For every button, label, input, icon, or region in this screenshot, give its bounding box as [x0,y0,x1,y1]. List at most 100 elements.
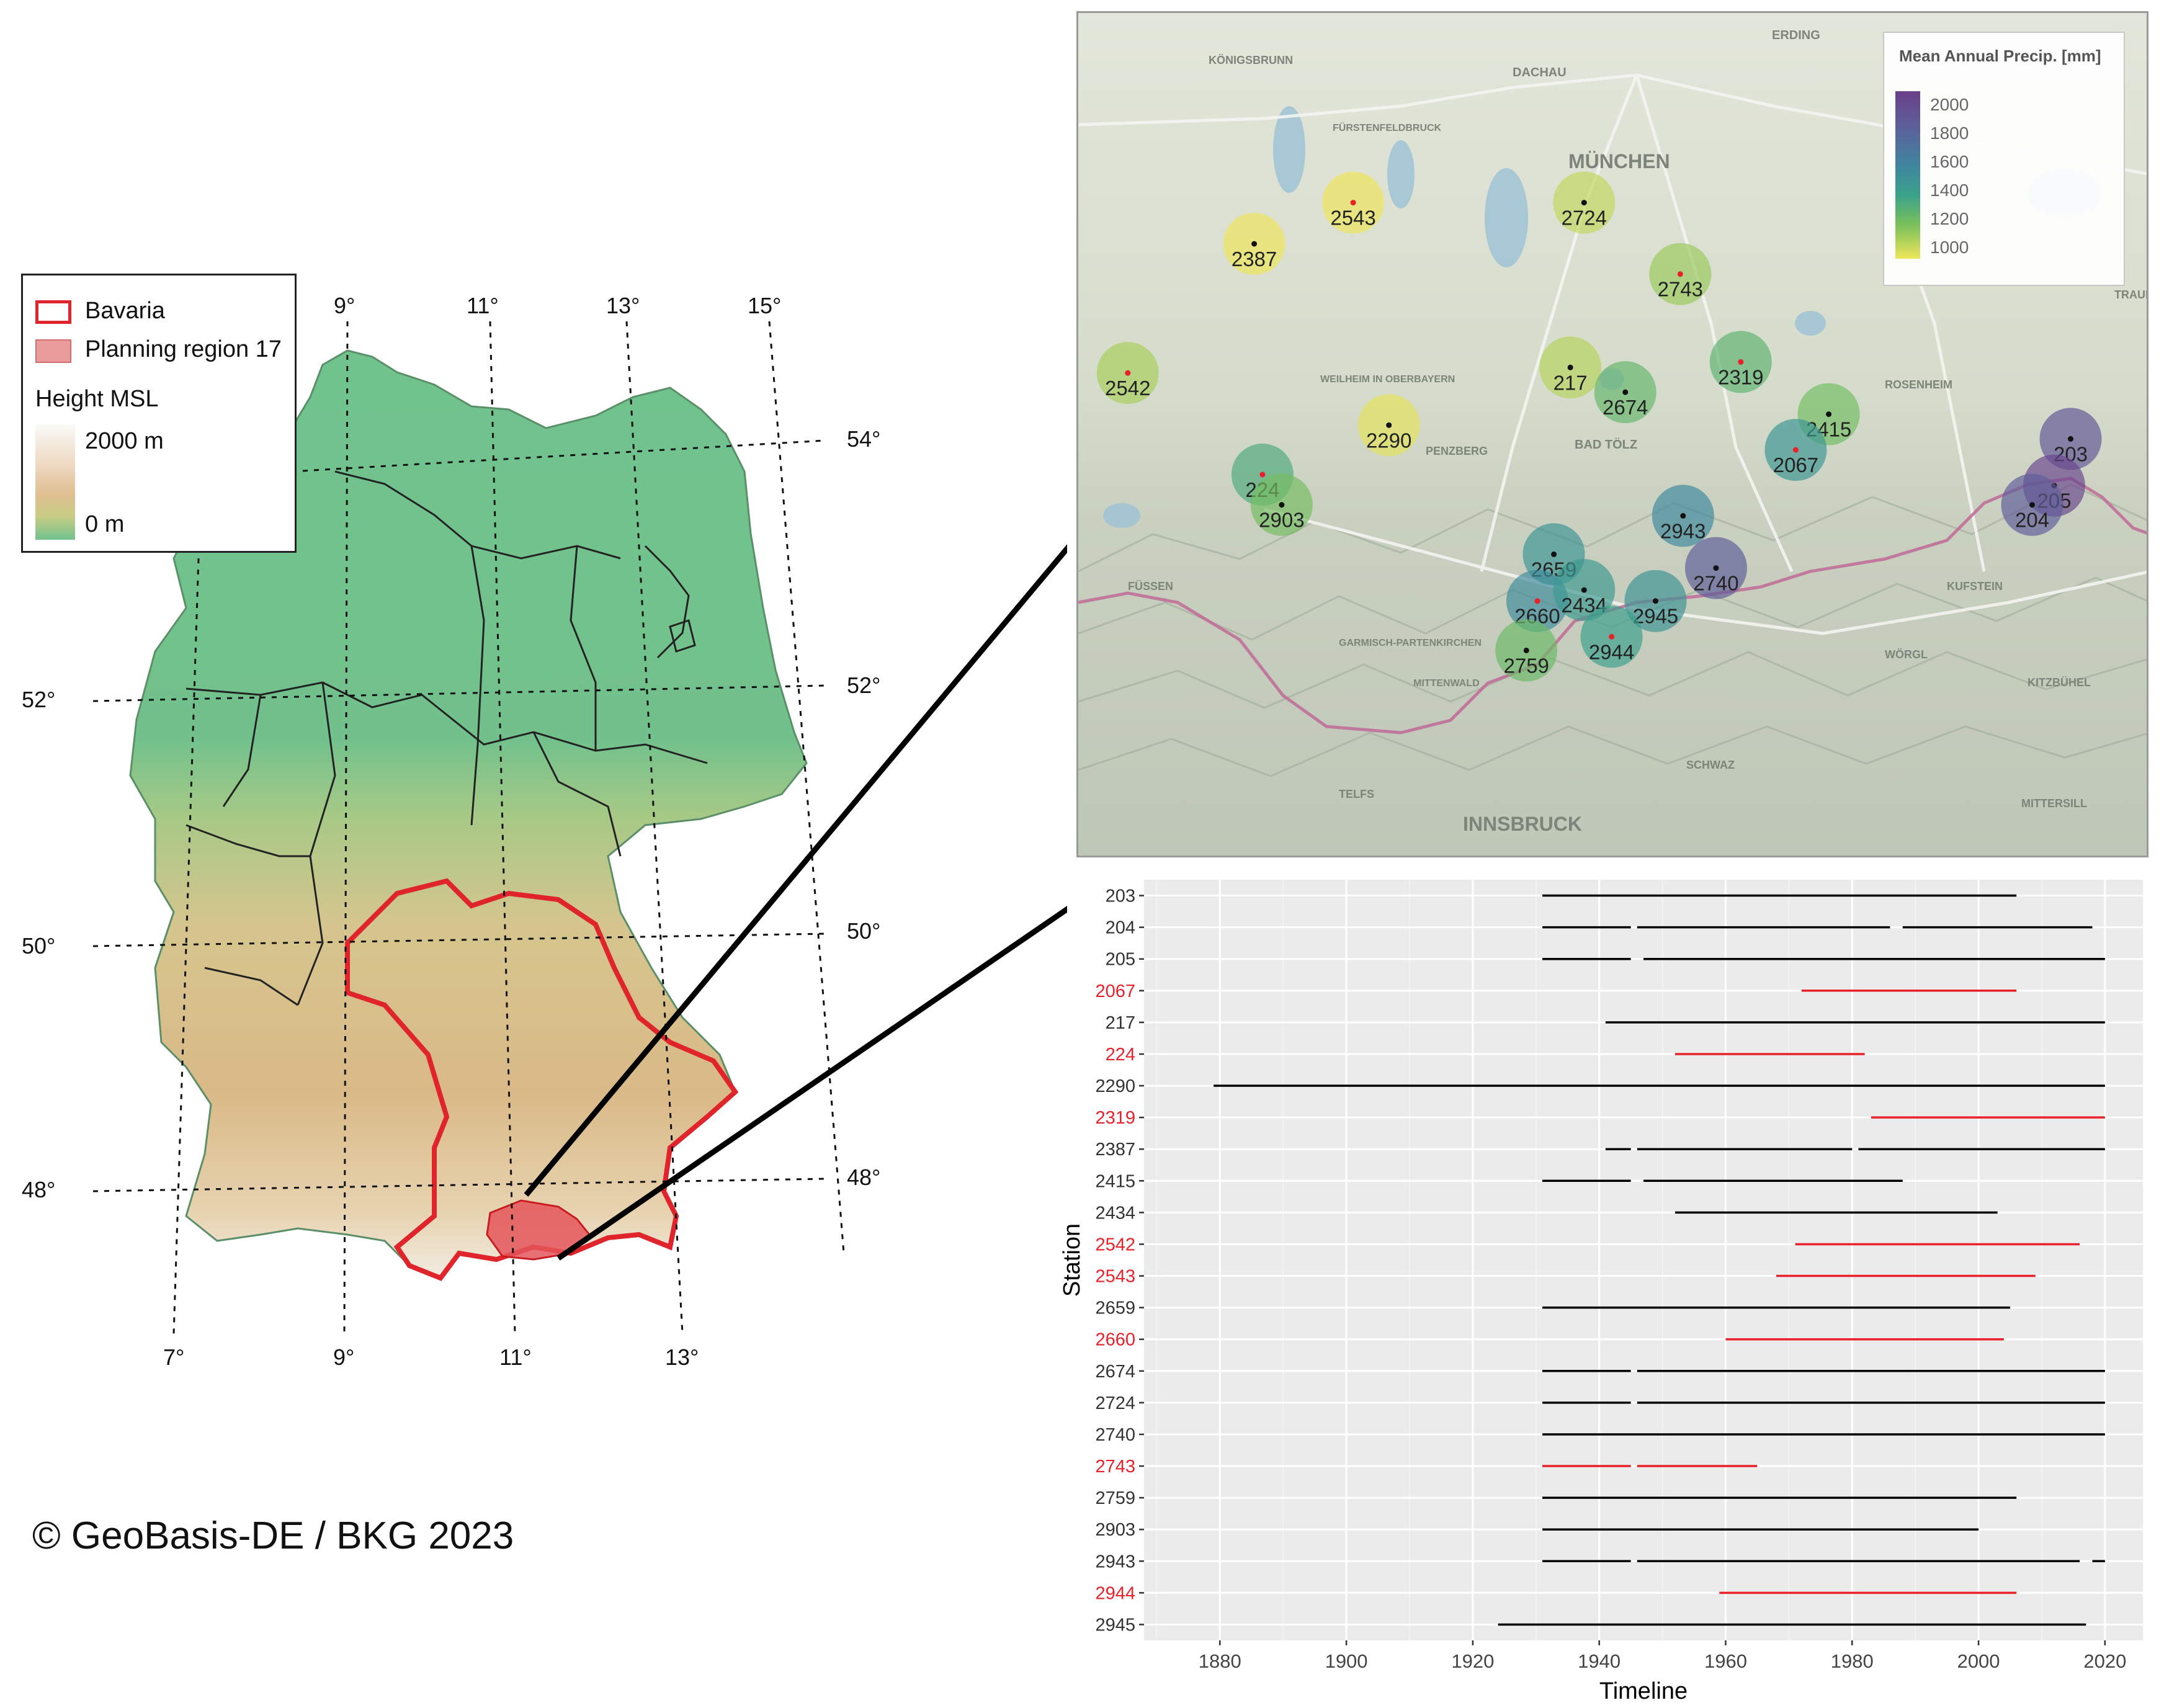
x-tick-label: 1900 [1325,1650,1368,1672]
precip-legend-tick: 1400 [1930,181,1969,200]
station-point-2387 [1251,241,1258,247]
station-point-2740 [1713,565,1719,571]
place-innsbruck: INNSBRUCK [1463,813,1582,835]
station-label-2724: 2724 [1562,207,1607,230]
station-point-217 [1567,364,1573,370]
y-tick-label: 2743 [1095,1457,1135,1477]
height-legend-max: 2000 m [85,428,164,454]
y-tick-label: 2387 [1095,1140,1135,1160]
zoom-connector [524,544,1067,1197]
y-tick-label: 2740 [1095,1425,1135,1445]
station-point-2660 [1534,598,1540,604]
graticule-bottom-label: 9° [333,1344,354,1370]
place-koenigsbrunn: KÖNIGSBRUNN [1209,54,1293,66]
y-tick-label: 2759 [1095,1488,1135,1508]
graticule-top-label: 15° [748,293,781,318]
station-point-2674 [1622,389,1629,395]
station-point-2542 [1125,370,1131,376]
station-label-2943: 2943 [1660,519,1706,542]
y-tick-label: 224 [1106,1045,1135,1065]
graticule-left-label: 50° [22,933,55,959]
place-mittersill: MITTERSILL [2021,797,2087,810]
place-penzberg: PENZBERG [1426,445,1488,457]
precip-legend-title: Mean Annual Precip. [mm] [1899,47,2101,65]
y-tick-label: 2542 [1095,1235,1135,1254]
plot-panel [1144,880,2143,1640]
y-tick-label: 2067 [1095,981,1135,1001]
y-tick-label: 2944 [1095,1583,1135,1603]
station-label-2067: 2067 [1773,454,1818,476]
place-erding: ERDING [1772,29,1820,42]
y-tick-label: 2319 [1095,1108,1135,1128]
zoom-connector [557,905,1067,1261]
x-tick-label: 1980 [1831,1650,1874,1672]
inset-basemap: ERDING DACHAU MÜNCHEN INNSBRUCK KÖNIGSBR… [1078,13,2147,856]
y-tick-label: 2903 [1095,1520,1135,1540]
graticule-bottom-label: 11° [499,1344,532,1370]
graticule-bottom-label: 13° [665,1344,699,1370]
station-label-2319: 2319 [1718,365,1763,388]
station-label-2945: 2945 [1633,605,1678,628]
y-axis-title: Station [1059,1223,1085,1297]
germany-relief-map: 9° 11° 13° 15° 7° 9° 11° 13° 52° 50° 48°… [22,293,1067,1370]
precip-legend: Mean Annual Precip. [mm] 2000 1800 1600 … [1883,32,2125,286]
graticule-right-label: 48° [847,1165,880,1190]
station-label-2542: 2542 [1105,377,1150,400]
graticule-top-label: 9° [334,293,355,318]
height-legend-title: Height MSL [35,386,159,412]
station-point-2415 [1826,411,1832,418]
y-tick-label: 205 [1106,950,1135,970]
height-colorbar [35,424,75,540]
y-tick-label: 2543 [1095,1267,1135,1287]
graticule [92,321,845,1335]
precip-legend-tick: 1000 [1930,238,1969,257]
station-point-2543 [1350,200,1356,206]
bavaria-legend-swatch [35,300,71,324]
x-axis-title: Timeline [1599,1678,1688,1704]
precip-legend-tick: 1200 [1930,209,1969,228]
station-label-2759: 2759 [1504,654,1549,677]
station-label-204: 204 [2015,509,2049,532]
place-kitzbuehel: KITZBÜHEL [2028,676,2091,689]
station-point-2944 [1609,633,1615,640]
y-tick-label: 2945 [1095,1615,1135,1635]
station-point-2759 [1523,647,1529,653]
bavaria-outline [345,878,739,1281]
place-weilheim: WEILHEIM IN OBERBAYERN [1320,374,1455,385]
station-point-224 [1259,472,1266,478]
graticule-labels: 9° 11° 13° 15° 7° 9° 11° 13° 52° 50° 48°… [22,293,880,1370]
copyright-notice: © GeoBasis-DE / BKG 2023 [32,1514,514,1557]
graticule-top-label: 13° [606,293,640,318]
y-tick-label: 2659 [1095,1299,1135,1318]
y-tick-label: 2660 [1095,1330,1135,1350]
place-muenchen: MÜNCHEN [1568,150,1670,172]
place-dachau: DACHAU [1513,66,1567,79]
place-telfs: TELFS [1339,788,1374,800]
y-tick-label: 2434 [1095,1203,1135,1223]
planning-region-legend-label: Planning region 17 [85,336,282,362]
place-names: ERDING DACHAU MÜNCHEN INNSBRUCK KÖNIGSBR… [1128,29,2147,835]
place-garmisch: GARMISCH-PARTENKIRCHEN [1339,638,1482,648]
height-legend-min: 0 m [85,511,125,537]
graticule-left-label: 48° [22,1177,55,1202]
station-point-203 [2068,436,2074,442]
station-label-217: 217 [1554,371,1588,394]
x-tick-label: 1940 [1578,1650,1621,1672]
graticule-left-label: 52° [22,687,55,712]
x-tick-label: 1880 [1199,1650,1241,1672]
graticule-bottom-label: 7° [163,1344,184,1370]
place-fuerstenfeldbruck: FÜRSTENFELDBRUCK [1333,122,1442,133]
place-bad-toelz: BAD TÖLZ [1575,437,1637,452]
place-kufstein: KUFSTEIN [1947,580,2003,592]
y-tick-label: 2290 [1095,1076,1135,1096]
precip-legend-tick: 2000 [1930,95,1969,114]
graticule-right-label: 54° [847,426,880,452]
place-woergl: WÖRGL [1885,648,1928,661]
place-rosenheim: ROSENHEIM [1885,378,1952,391]
map-legend: Bavaria Planning region 17 Height MSL 20… [21,274,297,553]
place-schwaz: SCHWAZ [1686,759,1735,771]
station-point-204 [2029,502,2035,508]
station-label-2743: 2743 [1658,278,1703,301]
place-mittenwald: MITTENWALD [1413,678,1480,689]
